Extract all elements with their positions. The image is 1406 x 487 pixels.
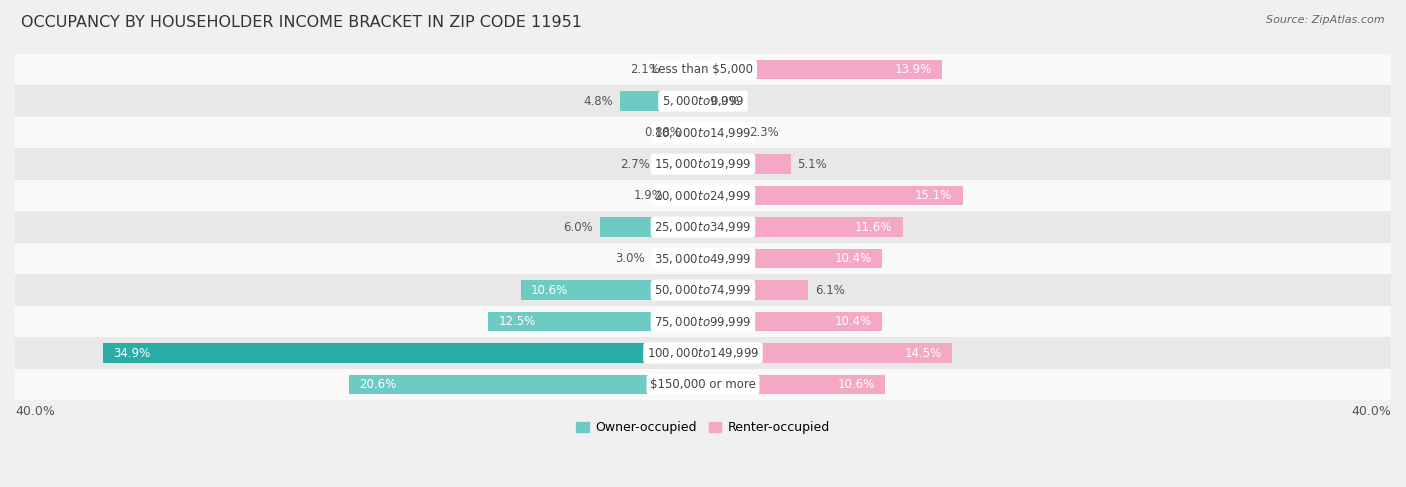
Text: $75,000 to $99,999: $75,000 to $99,999 (654, 315, 752, 329)
Text: 2.1%: 2.1% (630, 63, 659, 76)
Bar (15, 243, 1391, 274)
Text: 4.8%: 4.8% (583, 94, 613, 108)
Text: 10.6%: 10.6% (531, 283, 568, 297)
Bar (600, 217, 703, 237)
Text: 40.0%: 40.0% (1351, 405, 1391, 418)
Bar (703, 186, 963, 206)
Bar (15, 117, 1391, 149)
Legend: Owner-occupied, Renter-occupied: Owner-occupied, Renter-occupied (571, 416, 835, 439)
Bar (703, 312, 882, 331)
Bar (703, 217, 903, 237)
Text: Source: ZipAtlas.com: Source: ZipAtlas.com (1267, 15, 1385, 25)
Bar (703, 249, 882, 268)
Text: $20,000 to $24,999: $20,000 to $24,999 (654, 188, 752, 203)
Text: $100,000 to $149,999: $100,000 to $149,999 (647, 346, 759, 360)
Bar (488, 312, 703, 331)
Text: 14.5%: 14.5% (905, 347, 942, 359)
Text: 40.0%: 40.0% (15, 405, 55, 418)
Text: 2.3%: 2.3% (749, 126, 779, 139)
Text: $25,000 to $34,999: $25,000 to $34,999 (654, 220, 752, 234)
Text: 12.5%: 12.5% (498, 315, 536, 328)
Bar (703, 281, 808, 300)
Bar (688, 123, 703, 142)
Bar (349, 375, 703, 394)
Text: 10.4%: 10.4% (834, 252, 872, 265)
Text: 0.0%: 0.0% (710, 94, 740, 108)
Bar (703, 154, 790, 174)
Bar (703, 60, 942, 79)
Text: 20.6%: 20.6% (359, 378, 396, 391)
Bar (15, 306, 1391, 337)
Bar (657, 154, 703, 174)
Text: 34.9%: 34.9% (112, 347, 150, 359)
Bar (15, 337, 1391, 369)
Text: 6.0%: 6.0% (564, 221, 593, 234)
Text: 10.6%: 10.6% (838, 378, 875, 391)
Text: 3.0%: 3.0% (614, 252, 644, 265)
Bar (666, 60, 703, 79)
Bar (15, 180, 1391, 211)
Text: 1.9%: 1.9% (634, 189, 664, 202)
Text: 0.88%: 0.88% (644, 126, 681, 139)
Text: $5,000 to $9,999: $5,000 to $9,999 (662, 94, 744, 108)
Text: 2.7%: 2.7% (620, 158, 650, 170)
Bar (15, 274, 1391, 306)
Text: OCCUPANCY BY HOUSEHOLDER INCOME BRACKET IN ZIP CODE 11951: OCCUPANCY BY HOUSEHOLDER INCOME BRACKET … (21, 15, 582, 30)
Bar (520, 281, 703, 300)
Text: $35,000 to $49,999: $35,000 to $49,999 (654, 252, 752, 265)
Text: 10.4%: 10.4% (834, 315, 872, 328)
Bar (15, 54, 1391, 85)
Text: 15.1%: 15.1% (915, 189, 952, 202)
Text: 6.1%: 6.1% (815, 283, 845, 297)
Bar (620, 92, 703, 111)
Text: 13.9%: 13.9% (894, 63, 932, 76)
Bar (671, 186, 703, 206)
Text: $150,000 or more: $150,000 or more (650, 378, 756, 391)
Text: 5.1%: 5.1% (797, 158, 827, 170)
Bar (651, 249, 703, 268)
Bar (15, 85, 1391, 117)
Bar (103, 343, 703, 363)
Text: Less than $5,000: Less than $5,000 (652, 63, 754, 76)
Text: 11.6%: 11.6% (855, 221, 893, 234)
Text: $50,000 to $74,999: $50,000 to $74,999 (654, 283, 752, 297)
Bar (15, 149, 1391, 180)
Bar (703, 375, 886, 394)
Bar (703, 343, 952, 363)
Bar (15, 369, 1391, 400)
Text: $10,000 to $14,999: $10,000 to $14,999 (654, 126, 752, 140)
Text: $15,000 to $19,999: $15,000 to $19,999 (654, 157, 752, 171)
Bar (703, 123, 742, 142)
Bar (15, 211, 1391, 243)
